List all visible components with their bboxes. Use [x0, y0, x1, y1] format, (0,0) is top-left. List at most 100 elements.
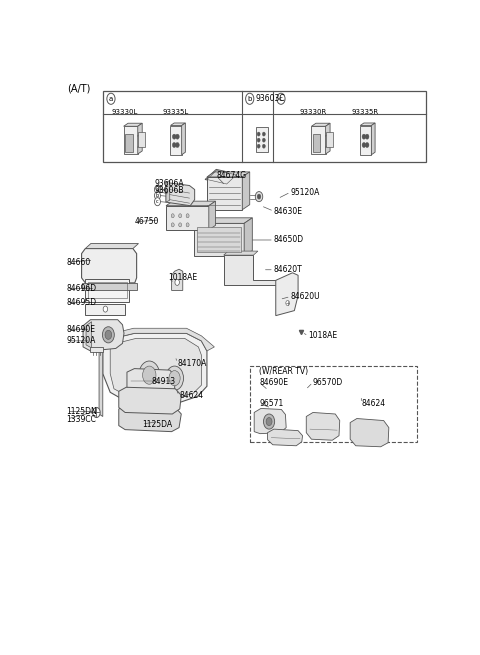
Circle shape	[103, 306, 108, 312]
Bar	[250, 366, 417, 441]
Circle shape	[171, 223, 174, 227]
Circle shape	[264, 414, 275, 429]
Polygon shape	[224, 251, 258, 255]
Circle shape	[176, 143, 179, 147]
Text: c: c	[279, 96, 283, 102]
Polygon shape	[82, 283, 137, 290]
Polygon shape	[360, 123, 375, 126]
Text: 84630E: 84630E	[274, 207, 303, 215]
Polygon shape	[166, 206, 209, 230]
Text: 93330L: 93330L	[112, 109, 138, 115]
Circle shape	[186, 223, 189, 227]
Text: c: c	[156, 199, 159, 204]
Polygon shape	[372, 123, 375, 155]
Circle shape	[257, 194, 261, 199]
Text: 93603C: 93603C	[255, 94, 285, 103]
Polygon shape	[326, 132, 333, 147]
Text: a: a	[156, 187, 159, 192]
Polygon shape	[166, 181, 170, 202]
Circle shape	[246, 93, 254, 104]
Circle shape	[263, 144, 265, 148]
Circle shape	[155, 198, 160, 206]
Polygon shape	[256, 126, 267, 152]
Circle shape	[172, 134, 176, 139]
Circle shape	[155, 185, 160, 194]
Text: 95120A: 95120A	[290, 187, 320, 196]
Circle shape	[263, 138, 265, 142]
Polygon shape	[312, 123, 330, 126]
Polygon shape	[207, 177, 242, 210]
Polygon shape	[103, 333, 207, 404]
Polygon shape	[127, 369, 175, 392]
Polygon shape	[194, 218, 252, 223]
Circle shape	[105, 330, 112, 339]
Text: 84674G: 84674G	[216, 172, 246, 180]
Polygon shape	[170, 126, 181, 155]
Circle shape	[365, 134, 369, 139]
Text: 93606B: 93606B	[155, 185, 184, 195]
Circle shape	[102, 327, 114, 343]
Circle shape	[172, 143, 176, 147]
Circle shape	[176, 134, 179, 139]
Circle shape	[362, 143, 366, 147]
Polygon shape	[138, 123, 142, 154]
Text: 96570D: 96570D	[313, 378, 343, 386]
Polygon shape	[86, 322, 92, 348]
Polygon shape	[244, 218, 252, 256]
Polygon shape	[197, 227, 241, 252]
Polygon shape	[209, 201, 216, 230]
Text: 84696D: 84696D	[67, 284, 97, 293]
Polygon shape	[110, 339, 202, 399]
Circle shape	[169, 371, 180, 386]
Polygon shape	[170, 123, 185, 126]
Circle shape	[143, 366, 156, 384]
Polygon shape	[85, 244, 139, 248]
Circle shape	[257, 138, 260, 142]
Polygon shape	[350, 419, 389, 447]
Circle shape	[365, 143, 369, 147]
Text: 93335R: 93335R	[351, 109, 379, 115]
Text: 1125DA: 1125DA	[142, 420, 172, 428]
Polygon shape	[267, 429, 302, 446]
Text: 1125DN: 1125DN	[67, 407, 97, 416]
Polygon shape	[119, 387, 181, 414]
Text: 84170A: 84170A	[177, 358, 206, 367]
Text: 46750: 46750	[134, 217, 159, 227]
Circle shape	[263, 132, 265, 136]
Polygon shape	[325, 123, 330, 154]
Circle shape	[139, 361, 160, 389]
Circle shape	[186, 214, 189, 218]
Bar	[312, 134, 320, 152]
Polygon shape	[166, 201, 216, 206]
Polygon shape	[85, 303, 125, 314]
Polygon shape	[276, 272, 298, 316]
Circle shape	[277, 93, 285, 104]
Circle shape	[257, 144, 260, 148]
Circle shape	[286, 301, 289, 305]
Polygon shape	[166, 183, 195, 206]
Circle shape	[179, 214, 181, 218]
Text: b: b	[248, 96, 252, 102]
Text: b: b	[156, 193, 159, 198]
Circle shape	[362, 134, 366, 139]
Polygon shape	[85, 279, 129, 301]
Text: 1018AE: 1018AE	[168, 273, 197, 282]
Polygon shape	[83, 320, 124, 351]
Text: 84690E: 84690E	[259, 378, 288, 386]
Text: 84660: 84660	[67, 257, 91, 267]
Text: 84650D: 84650D	[274, 236, 304, 244]
Text: 93335L: 93335L	[162, 109, 189, 115]
Circle shape	[266, 417, 272, 426]
Text: 93330R: 93330R	[300, 109, 326, 115]
Circle shape	[175, 279, 180, 286]
Polygon shape	[312, 126, 325, 154]
Polygon shape	[119, 405, 181, 432]
Circle shape	[171, 214, 174, 218]
Polygon shape	[254, 409, 286, 434]
Text: 84690E: 84690E	[67, 325, 96, 334]
Polygon shape	[90, 347, 103, 352]
Text: 84624: 84624	[361, 399, 385, 408]
Polygon shape	[138, 132, 145, 147]
Polygon shape	[124, 123, 142, 126]
Circle shape	[166, 366, 183, 390]
